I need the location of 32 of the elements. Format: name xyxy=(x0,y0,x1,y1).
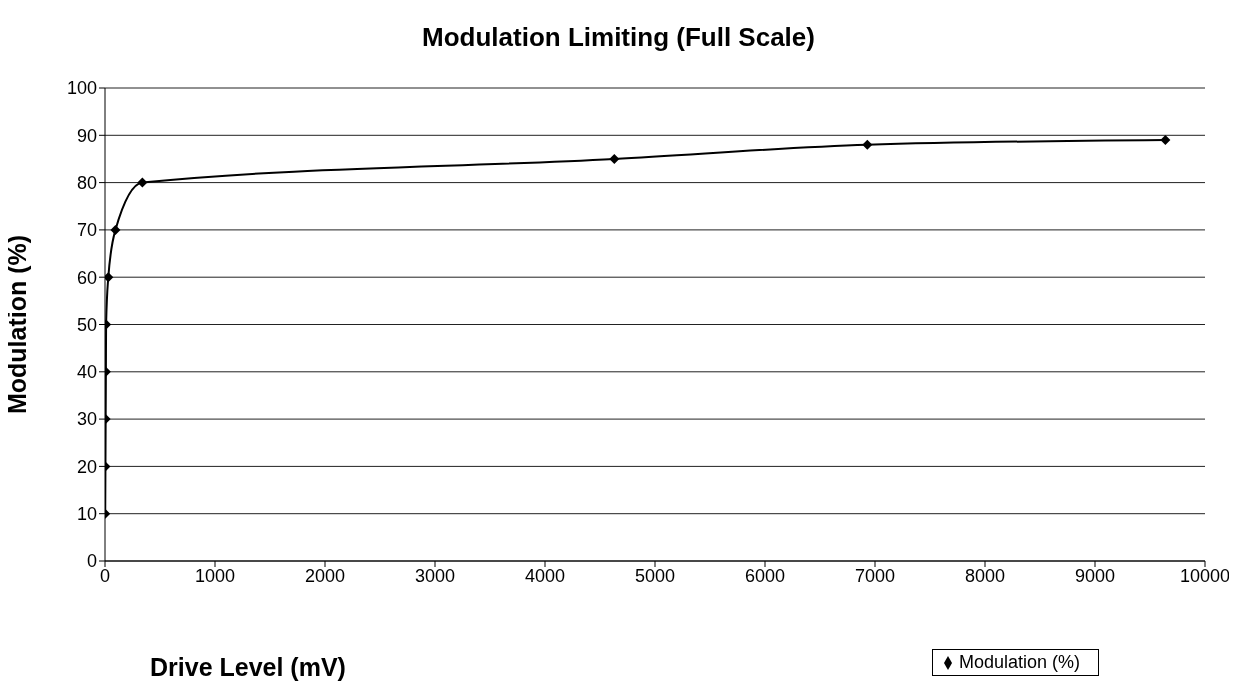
y-tick-label: 100 xyxy=(66,78,97,99)
x-tick-label: 4000 xyxy=(524,565,566,586)
y-tick-label: 20 xyxy=(76,456,97,477)
y-tick-label: 40 xyxy=(76,362,97,383)
y-tick-label: 70 xyxy=(76,220,97,241)
x-tick-label: 3000 xyxy=(414,565,456,586)
x-tick-label: 8000 xyxy=(964,565,1006,586)
x-axis-title: Drive Level (mV) xyxy=(150,653,346,682)
y-axis-title: Modulation (%) xyxy=(2,234,31,415)
y-tick-label: 50 xyxy=(76,314,97,335)
point xyxy=(137,177,148,188)
x-tick-label: 7000 xyxy=(854,565,896,586)
point xyxy=(110,224,121,235)
x-tick-label: 1000 xyxy=(194,565,236,586)
x-tick-label: 5000 xyxy=(634,565,676,586)
y-tick-label: 10 xyxy=(76,504,97,525)
x-tick-label: 2000 xyxy=(304,565,346,586)
y-tick-label: 90 xyxy=(76,125,97,146)
y-tick-label: 80 xyxy=(76,172,97,193)
y-tick-label: 0 xyxy=(86,551,97,572)
chart-title: Modulation Limiting (Full Scale) xyxy=(421,22,816,53)
point xyxy=(609,153,620,164)
point xyxy=(1160,135,1171,146)
y-tick-label: 60 xyxy=(76,267,97,288)
y-tick-label: 30 xyxy=(76,409,97,430)
legend-label: Modulation (%) xyxy=(958,652,1080,672)
x-tick-label: 10000 xyxy=(1179,565,1231,586)
x-tick-label: 9000 xyxy=(1074,565,1116,586)
point xyxy=(862,139,873,150)
x-tick-label: 0 xyxy=(99,565,111,586)
point xyxy=(105,272,114,283)
x-tick-label: 6000 xyxy=(744,565,786,586)
